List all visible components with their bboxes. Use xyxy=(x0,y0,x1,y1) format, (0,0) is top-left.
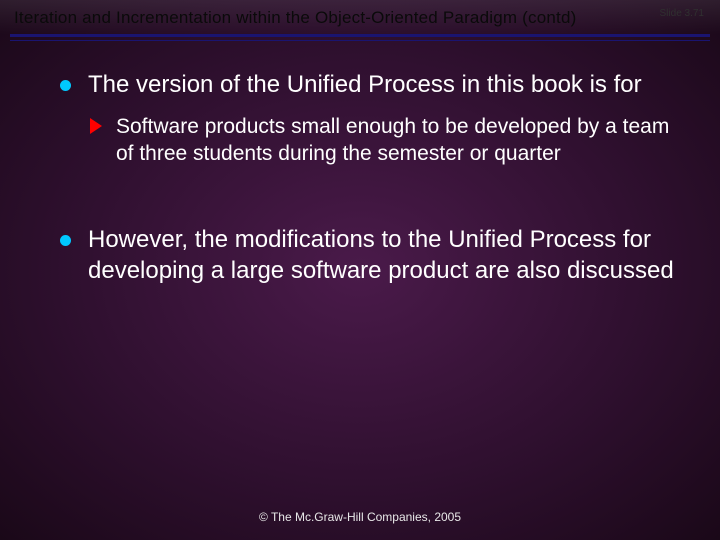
slide-title: Iteration and Incrementation within the … xyxy=(14,8,576,27)
slide-number: Slide 3.71 xyxy=(660,8,704,19)
bullet-item: The version of the Unified Process in th… xyxy=(60,70,690,101)
slide: Iteration and Incrementation within the … xyxy=(0,0,720,540)
rule-thick xyxy=(10,34,710,37)
bullet-item: However, the modifications to the Unifie… xyxy=(60,225,690,286)
title-bar: Iteration and Incrementation within the … xyxy=(0,0,720,34)
bullet-text: However, the modifications to the Unifie… xyxy=(88,226,674,284)
bullet-item: Software products small enough to be dev… xyxy=(90,113,690,168)
spacer xyxy=(60,187,690,225)
bullet-text: The version of the Unified Process in th… xyxy=(88,71,642,98)
bullet-text: Software products small enough to be dev… xyxy=(116,115,669,165)
rule-thin xyxy=(10,40,710,41)
footer-copyright: © The Mc.Graw-Hill Companies, 2005 xyxy=(0,510,720,524)
content-area: The version of the Unified Process in th… xyxy=(0,70,720,299)
